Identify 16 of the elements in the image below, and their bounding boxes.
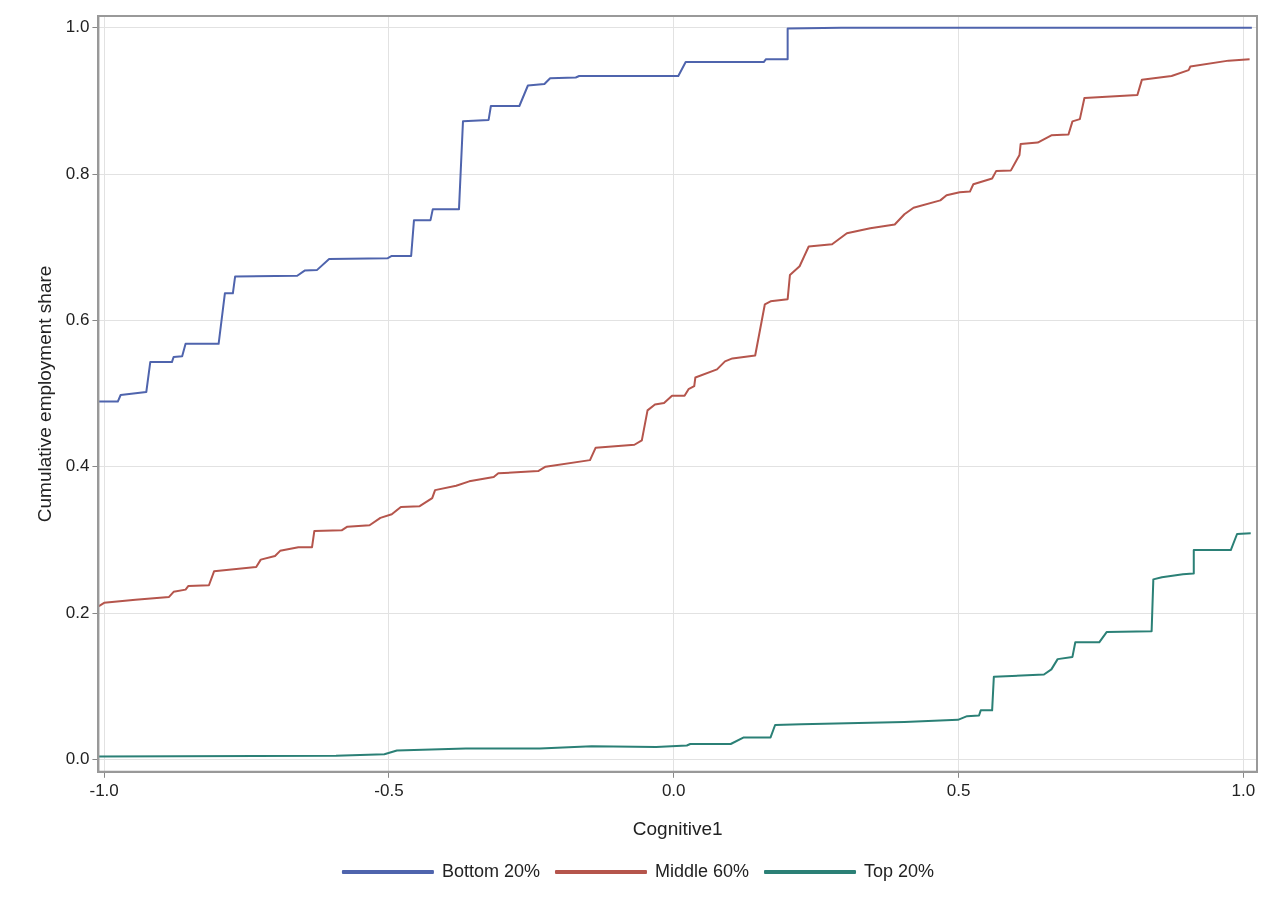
y-axis-title: Cumulative employment share (33, 265, 55, 523)
x-axis-title: Cognitive1 (632, 817, 723, 839)
y-tick-label: 0.4 (65, 456, 90, 476)
x-tick-label: -0.5 (374, 780, 404, 800)
x-tick-label: 1.0 (1231, 780, 1256, 800)
legend-label: Top 20% (864, 860, 935, 881)
y-tick-label: 1.0 (65, 17, 90, 37)
y-tick-label: 0.0 (65, 749, 90, 769)
y-tick-label: 0.2 (65, 602, 90, 622)
x-tick-label: 0.5 (946, 780, 971, 800)
x-tick-label: -1.0 (89, 780, 119, 800)
x-tick-label: 0.0 (661, 780, 686, 800)
legend-label: Middle 60% (654, 860, 750, 881)
y-tick-label: 0.8 (65, 163, 90, 183)
y-tick-label: 0.6 (65, 310, 90, 330)
legend-label: Bottom 20% (441, 860, 540, 881)
